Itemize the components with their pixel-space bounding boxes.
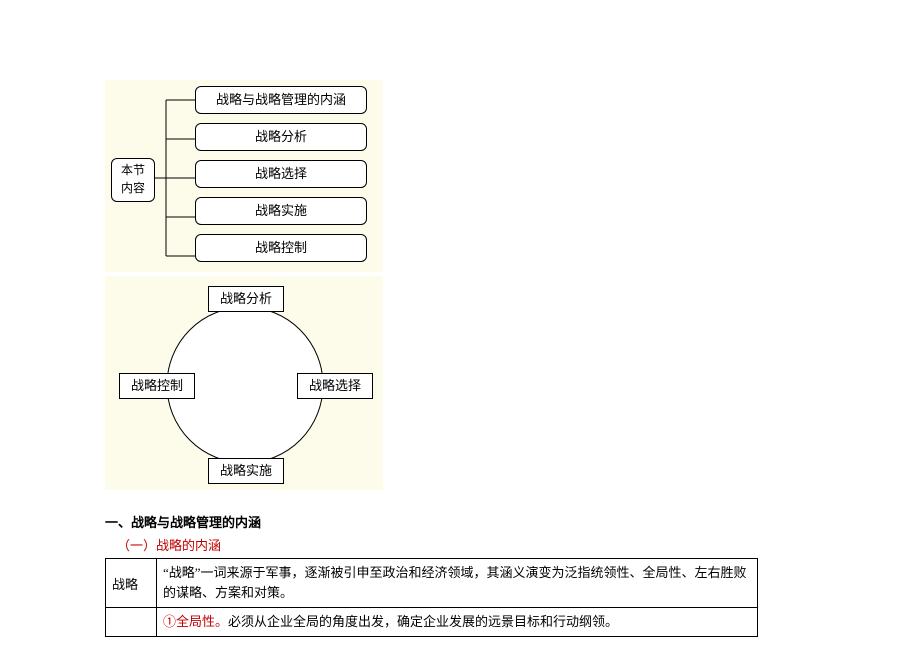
table-row-label (106, 608, 157, 637)
hierarchy-child: 战略实施 (195, 197, 367, 225)
section-heading-1: 一、战略与战略管理的内涵 (105, 512, 920, 531)
cycle-node-bottom: 战略实施 (208, 458, 284, 484)
cycle-node-left: 战略控制 (119, 373, 195, 399)
table-row-text: “战略”一词来源于军事，逐渐被引申至政治和经济领域，其涵义演变为泛指统领性、全局… (163, 565, 747, 600)
cycle-diagram: 战略分析 战略选择 战略实施 战略控制 (105, 276, 383, 490)
cycle-node-top: 战略分析 (208, 286, 284, 312)
table-row-label: 战略 (106, 559, 157, 608)
hierarchy-children: 战略与战略管理的内涵 战略分析 战略选择 战略实施 战略控制 (195, 86, 367, 262)
hierarchy-connector (154, 86, 196, 266)
hierarchy-child: 战略分析 (195, 123, 367, 151)
cycle-node-right: 战略选择 (297, 373, 373, 399)
section-heading-2: （一）战略的内涵 (117, 535, 920, 554)
table-row: ①全局性。必须从企业全局的角度出发，确定企业发展的远景目标和行动纲领。 (106, 608, 758, 637)
table-row: 战略 “战略”一词来源于军事，逐渐被引申至政治和经济领域，其涵义演变为泛指统领性… (106, 559, 758, 608)
table-row-red: ①全局性。 (163, 614, 228, 629)
hierarchy-root-line1: 本节 (112, 161, 154, 179)
hierarchy-child: 战略控制 (195, 234, 367, 262)
table-row-body: “战略”一词来源于军事，逐渐被引申至政治和经济领域，其涵义演变为泛指统领性、全局… (157, 559, 758, 608)
hierarchy-child: 战略与战略管理的内涵 (195, 86, 367, 114)
hierarchy-diagram: 本节 内容 战略与战略管理的内涵 战略分析 战略选择 战略实施 战略控制 (105, 80, 383, 272)
hierarchy-root-node: 本节 内容 (111, 158, 155, 202)
hierarchy-child: 战略选择 (195, 160, 367, 188)
definition-table: 战略 “战略”一词来源于军事，逐渐被引申至政治和经济领域，其涵义演变为泛指统领性… (105, 558, 758, 637)
table-row-body: ①全局性。必须从企业全局的角度出发，确定企业发展的远景目标和行动纲领。 (157, 608, 758, 637)
table-row-text: 必须从企业全局的角度出发，确定企业发展的远景目标和行动纲领。 (228, 614, 618, 629)
hierarchy-root-line2: 内容 (112, 179, 154, 197)
